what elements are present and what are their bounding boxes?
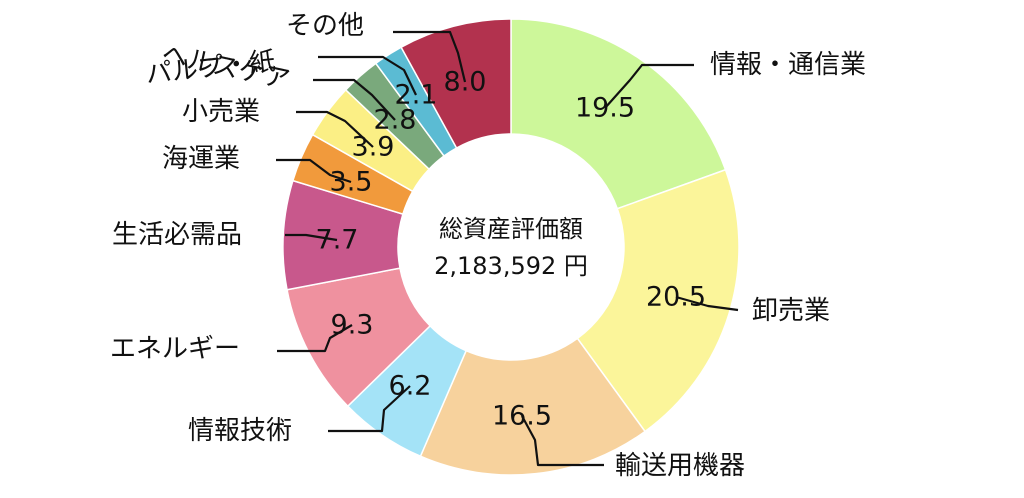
center-title: 総資産評価額 bbox=[439, 215, 583, 243]
leader-line-7 bbox=[296, 110, 374, 148]
leader-line-3 bbox=[328, 385, 411, 433]
leader-line-2 bbox=[521, 415, 604, 467]
value-label-2: 16.5 bbox=[492, 401, 552, 432]
category-label-0: 情報・通信業 bbox=[710, 50, 866, 80]
category-label-3: 情報技術 bbox=[188, 416, 292, 446]
category-label-10: その他 bbox=[286, 11, 364, 41]
leader-line-9 bbox=[318, 55, 417, 96]
leader-line-0 bbox=[604, 63, 694, 109]
value-label-1: 20.5 bbox=[646, 282, 706, 313]
leader-line-1 bbox=[675, 295, 739, 312]
category-label-6: 海運業 bbox=[162, 144, 240, 174]
value-label-6: 3.5 bbox=[330, 167, 373, 198]
value-label-7: 3.9 bbox=[352, 132, 395, 163]
category-label-5: 生活必需品 bbox=[112, 220, 242, 250]
values-group: 19.5 20.5 16.5 6.2 9.3 7.7 3.5 3.92.82.1 8.0 bbox=[316, 67, 707, 432]
leader-line-8 bbox=[313, 78, 396, 121]
category-label-2: 輸送用機器 bbox=[615, 451, 745, 481]
leader-line-6 bbox=[276, 158, 352, 184]
value-label-9: 2.1 bbox=[395, 80, 438, 111]
center-value: 2,183,592 円 bbox=[434, 252, 588, 280]
center-disc bbox=[412, 148, 610, 346]
leader-line-4 bbox=[277, 324, 353, 353]
category-label-1: 卸売業 bbox=[752, 296, 830, 326]
leader-line-5 bbox=[285, 233, 338, 242]
leader-line-10 bbox=[393, 30, 467, 83]
value-label-10: 8.0 bbox=[444, 67, 487, 98]
category-label-4: エネルギー bbox=[110, 334, 240, 364]
value-label-0: 19.5 bbox=[575, 93, 635, 124]
category-label-7: 小売業 bbox=[182, 97, 260, 127]
value-label-5: 7.7 bbox=[316, 225, 359, 256]
leaders-group bbox=[276, 30, 739, 467]
value-label-4: 9.3 bbox=[331, 310, 374, 341]
value-label-3: 6.2 bbox=[389, 371, 432, 402]
slices-group bbox=[282, 18, 740, 476]
value-label-8: 2.8 bbox=[374, 105, 417, 136]
